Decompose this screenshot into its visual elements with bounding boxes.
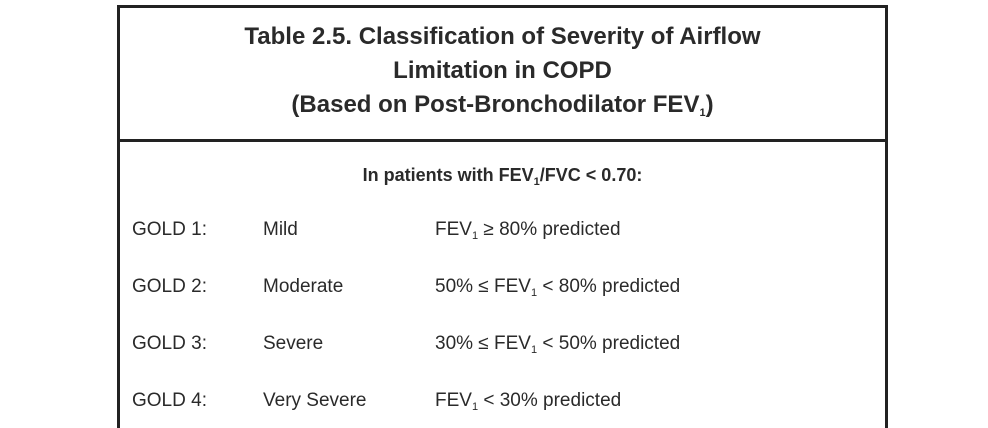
text: Limitation in COPD xyxy=(393,57,612,84)
text: < 80% predicted xyxy=(537,276,681,297)
table-box: Table 2.5. Classification of Severity of… xyxy=(117,5,888,428)
text: In patients with FEV xyxy=(362,165,534,185)
text: Table 2.5. Classification of Severity of… xyxy=(244,23,761,50)
text: FEV xyxy=(435,390,472,411)
divider xyxy=(120,139,885,142)
severity: Mild xyxy=(263,219,298,240)
text: < 50% predicted xyxy=(537,333,681,354)
text: ≥ 80% predicted xyxy=(478,219,621,240)
subscript: 1 xyxy=(471,230,479,242)
subscript: 1 xyxy=(699,107,706,119)
criterion: FEV1 ≥ 80% predicted xyxy=(435,219,621,242)
table-title: Table 2.5. Classification of Severity of… xyxy=(120,20,885,122)
title-line: Table 2.5. Classification of Severity of… xyxy=(120,20,885,54)
grade: GOLD 2: xyxy=(132,276,207,297)
title-line: Limitation in COPD xyxy=(120,54,885,88)
text: 30% ≤ FEV xyxy=(435,333,531,354)
criterion: 30% ≤ FEV1 < 50% predicted xyxy=(435,333,681,356)
severity: Very Severe xyxy=(263,390,367,411)
text: < 30% predicted xyxy=(478,390,622,411)
grade: GOLD 4: xyxy=(132,390,207,411)
subheader: In patients with FEV1/FVC < 0.70: xyxy=(120,165,885,188)
subscript: 1 xyxy=(530,287,538,299)
text: ) xyxy=(705,91,714,118)
criterion: FEV1 < 30% predicted xyxy=(435,390,622,413)
subscript: 1 xyxy=(533,176,540,188)
title-line: (Based on Post-Bronchodilator FEV1) xyxy=(120,88,885,122)
grade: GOLD 1: xyxy=(132,219,207,240)
severity: Moderate xyxy=(263,276,344,297)
subscript: 1 xyxy=(471,401,479,413)
grade: GOLD 3: xyxy=(132,333,207,354)
text: /FVC < 0.70: xyxy=(539,165,643,185)
text: (Based on Post-Bronchodilator FEV xyxy=(291,91,700,118)
criterion: 50% ≤ FEV1 < 80% predicted xyxy=(435,276,681,299)
severity: Severe xyxy=(263,333,324,354)
subscript: 1 xyxy=(530,344,538,356)
text: FEV xyxy=(435,219,472,240)
text: 50% ≤ FEV xyxy=(435,276,531,297)
